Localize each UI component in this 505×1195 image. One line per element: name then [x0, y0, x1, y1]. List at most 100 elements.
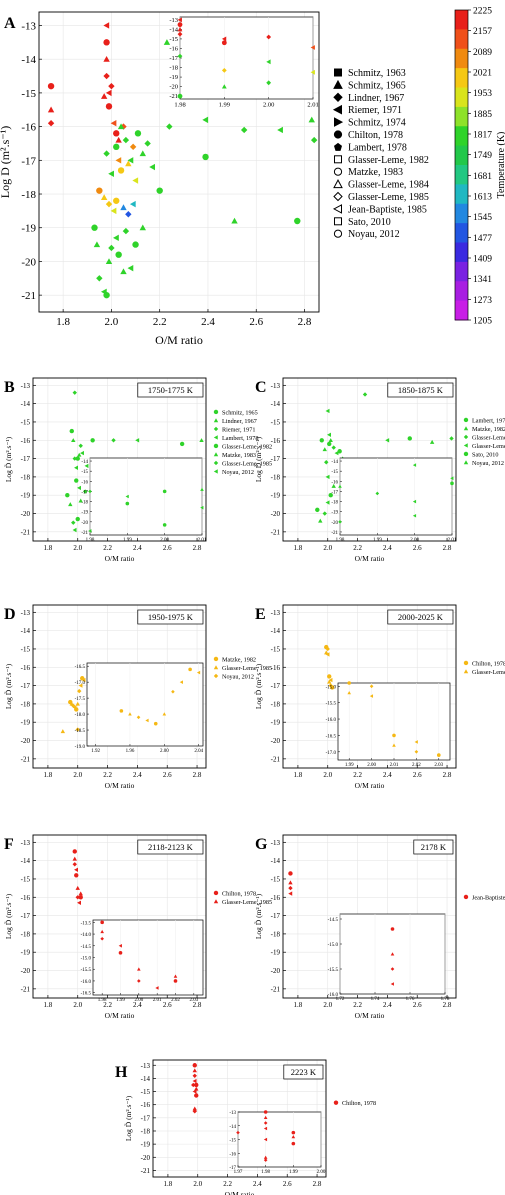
x-tick-label: 2.2 — [103, 1001, 112, 1009]
inset-data-point — [177, 17, 182, 23]
inset-y-tick-label: -17 — [229, 1166, 236, 1171]
legend-item: Noyau, 2012 — [222, 673, 254, 680]
data-point — [125, 160, 132, 167]
inset-data-point — [136, 715, 141, 720]
data-point — [199, 438, 204, 443]
legend-marker-circle — [333, 130, 343, 139]
plot-frame-B — [32, 377, 207, 542]
x-tick-label: 1.8 — [294, 544, 303, 552]
temperature-range-box — [137, 609, 204, 625]
x-tick-label: 2.0 — [323, 1001, 332, 1009]
legend-item: Matzke, 1982 — [472, 426, 505, 433]
x-tick-label: 2.0 — [105, 316, 119, 328]
data-point — [327, 679, 332, 684]
x-tick-label: 1.8 — [164, 1180, 173, 1188]
panel-letter-F: F — [4, 836, 14, 853]
data-point — [74, 707, 79, 712]
legend-item: Glasser-Leme, 1985 — [472, 443, 505, 450]
inset-frame — [89, 457, 203, 536]
inset-data-point — [162, 489, 167, 494]
data-point — [288, 871, 293, 876]
y-tick-label: -14 — [21, 54, 36, 66]
y-tick-label: -20 — [271, 967, 281, 975]
inset-y-tick-label: -14.5 — [81, 945, 92, 950]
inset-y-tick-label: -18 — [81, 501, 88, 506]
inset-data-point — [236, 1130, 240, 1135]
inset-data-point — [369, 694, 374, 698]
inset-data-point — [263, 1137, 268, 1142]
data-point — [84, 463, 89, 469]
data-point — [144, 140, 151, 147]
inset-points — [236, 1110, 296, 1162]
inset-y-tick-label: -16.5 — [75, 665, 86, 670]
legend-marker — [213, 460, 219, 466]
y-tick-label: -13 — [141, 1062, 151, 1070]
y-tick-label: -18 — [21, 473, 31, 481]
temperature-range-label: 2118-2123 K — [148, 842, 194, 852]
y-tick-label: -20 — [21, 737, 31, 745]
y-tick-label: -21 — [21, 985, 31, 993]
inset-data-point — [200, 505, 204, 510]
x-axis-label: O/M ratio — [355, 554, 385, 563]
data-point — [334, 450, 339, 456]
inset-y-tick-label: -20 — [331, 521, 338, 526]
points-B — [65, 390, 204, 533]
legend-marker — [333, 1100, 339, 1105]
colorbar-tick-label: 1953 — [473, 89, 492, 99]
inset-data-point — [177, 93, 183, 99]
x-tick-label: 2.2 — [353, 771, 362, 779]
inset-data-point — [347, 691, 351, 695]
y-tick-label: -14 — [21, 400, 31, 408]
x-tick-label: 2.6 — [163, 544, 172, 552]
x-tick-label: 1.8 — [44, 771, 53, 779]
legend-item: Glasser-Leme, 1985 — [222, 460, 272, 467]
inset-points — [119, 667, 201, 726]
data-point — [105, 89, 112, 97]
data-point — [47, 106, 55, 113]
data-point — [191, 1082, 196, 1088]
legend-item: Sato, 2010 — [472, 451, 498, 458]
data-point — [192, 1109, 197, 1114]
data-point — [103, 150, 110, 157]
data-point — [127, 264, 134, 272]
inset-data-point — [412, 513, 417, 518]
inset-data-point — [390, 967, 395, 971]
data-point — [72, 862, 77, 867]
legend-item: Chilton, 1978 — [348, 130, 403, 141]
inset-y-tick-label: -18 — [169, 65, 178, 72]
y-axis-label: Log D̃ (m².s⁻¹) — [254, 893, 263, 939]
data-point — [277, 126, 283, 134]
inset-data-point — [375, 491, 380, 496]
data-point — [449, 436, 454, 441]
panel-A: 1.8 2.0 2.2 2.4 2.6 2.8 -13 -14 -15 -16 -17 -18 -19 -… — [0, 11, 320, 347]
inset-y-tick-label: -19 — [331, 511, 338, 516]
y-tick-label: -15 — [271, 875, 281, 883]
data-point — [60, 729, 66, 734]
legend-marker — [213, 673, 219, 679]
legend-item: Chilton, 1978 — [342, 1100, 376, 1107]
inset-y-tick-label: -19 — [81, 511, 88, 516]
data-point — [331, 445, 336, 450]
temperature-range-label: 2223 K — [291, 1067, 317, 1077]
legend-marker-diamond — [333, 92, 343, 103]
colorbar-tick-label: 2157 — [473, 27, 492, 37]
y-tick-label: -20 — [21, 510, 31, 518]
colorbar-segment — [455, 281, 468, 302]
y-tick-label: -14 — [21, 857, 31, 865]
legend-item: Glasser-Leme, 1985 — [472, 669, 505, 676]
legend-marker — [463, 434, 469, 440]
data-point — [113, 234, 119, 242]
legend-item: Matzke, 1983 — [222, 452, 256, 459]
data-point — [71, 438, 76, 443]
data-point — [120, 204, 127, 211]
y-tick-label: -13 — [271, 839, 281, 847]
data-point — [81, 677, 86, 683]
points-E — [324, 644, 335, 690]
legend-item: Jean-Baptiste, 1985 — [472, 894, 505, 901]
inset-data-point — [155, 986, 159, 990]
inset-y-tick-label: -15.0 — [326, 685, 337, 690]
data-point — [194, 1086, 199, 1091]
colorbar-tick-label: 1205 — [473, 317, 492, 327]
